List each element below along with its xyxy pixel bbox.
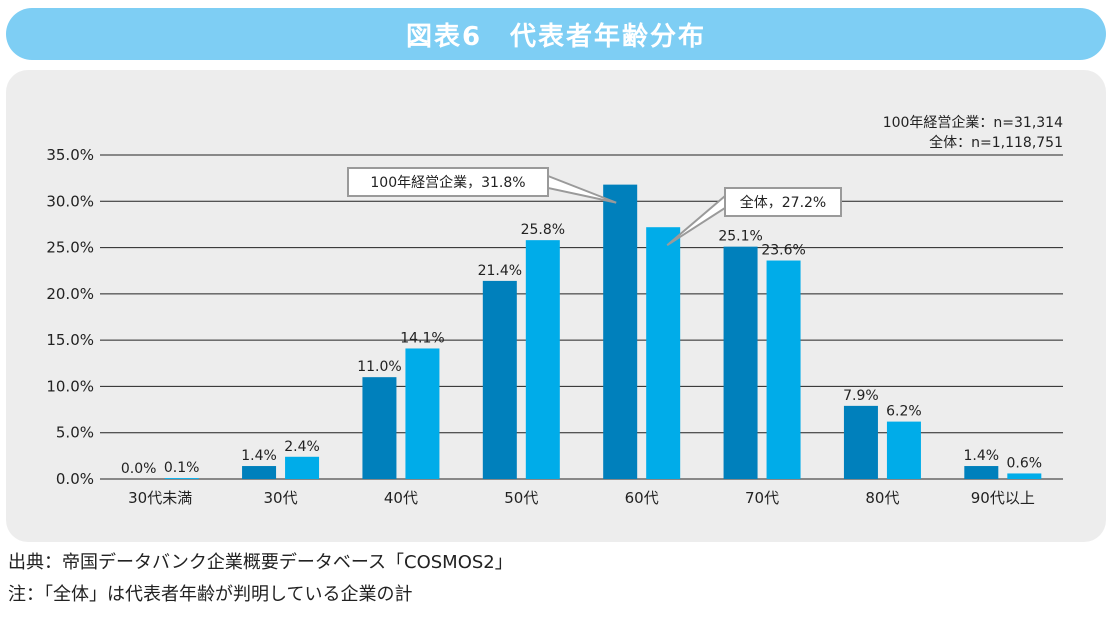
data-label: 2.4% — [284, 439, 320, 455]
chart-title: 図表6 代表者年齢分布 — [405, 21, 707, 52]
x-tick-label: 80代 — [865, 489, 899, 507]
data-label: 25.8% — [521, 222, 565, 238]
bar-all-7 — [1007, 473, 1042, 479]
y-tick-label: 10.0% — [46, 377, 94, 395]
bar-all-5 — [766, 260, 801, 479]
data-label: 0.0% — [121, 461, 157, 477]
remark-note: 注：「全体」は代表者年齢が判明している企業の計 — [8, 584, 413, 605]
data-label: 14.1% — [400, 330, 444, 346]
y-tick-label: 35.0% — [46, 146, 94, 164]
callout-box — [724, 187, 842, 217]
bar-all-2 — [405, 348, 440, 479]
data-label: 23.6% — [761, 243, 805, 259]
y-tick-label: 20.0% — [46, 285, 94, 303]
bar-centenarian-3 — [482, 280, 517, 479]
bar-all-4 — [646, 227, 681, 479]
y-tick-label: 25.0% — [46, 239, 94, 257]
callout-label: 全体，27.2% — [740, 194, 826, 211]
data-label: 25.1% — [718, 229, 762, 245]
callout-box — [347, 167, 549, 197]
bar-all-0 — [164, 478, 199, 479]
x-tick-label: 30代 — [264, 489, 298, 507]
data-label: 21.4% — [478, 263, 522, 279]
data-label: 11.0% — [357, 359, 401, 375]
data-label: 1.4% — [241, 448, 277, 464]
bar-centenarian-1 — [242, 466, 277, 479]
y-tick-label: 30.0% — [46, 192, 94, 210]
data-label: 7.9% — [843, 388, 879, 404]
bar-all-6 — [886, 421, 921, 479]
bar-centenarian-6 — [843, 405, 878, 479]
data-label: 0.6% — [1007, 455, 1043, 471]
bar-centenarian-4 — [603, 184, 638, 479]
callout-label: 100年経営企業，31.8% — [370, 174, 525, 191]
bar-centenarian-5 — [723, 246, 758, 479]
x-tick-label: 70代 — [745, 489, 779, 507]
callout-pointer — [666, 193, 726, 247]
x-tick-label: 50代 — [504, 489, 538, 507]
data-label: 1.4% — [964, 448, 1000, 464]
data-label: 0.1% — [164, 460, 200, 476]
bar-centenarian-7 — [964, 466, 999, 479]
y-tick-label: 15.0% — [46, 331, 94, 349]
sample-size-1: 100年経営企業：n=31,314 — [883, 114, 1063, 131]
x-tick-label: 30代未満 — [128, 489, 192, 507]
data-label: 6.2% — [886, 404, 922, 420]
y-tick-label: 0.0% — [56, 470, 94, 488]
x-tick-label: 60代 — [625, 489, 659, 507]
y-tick-label: 5.0% — [56, 424, 94, 442]
x-tick-label: 90代以上 — [971, 489, 1035, 507]
bar-all-3 — [525, 240, 560, 479]
sample-size-2: 全体：n=1,118,751 — [929, 134, 1063, 151]
title-bar: 図表6 代表者年齢分布 — [6, 8, 1106, 60]
bar-all-1 — [285, 456, 320, 479]
bar-centenarian-2 — [362, 377, 397, 479]
x-tick-label: 40代 — [384, 489, 418, 507]
source-note: 出典：帝国データバンク企業概要データベース「COSMOS2」 — [8, 552, 513, 573]
